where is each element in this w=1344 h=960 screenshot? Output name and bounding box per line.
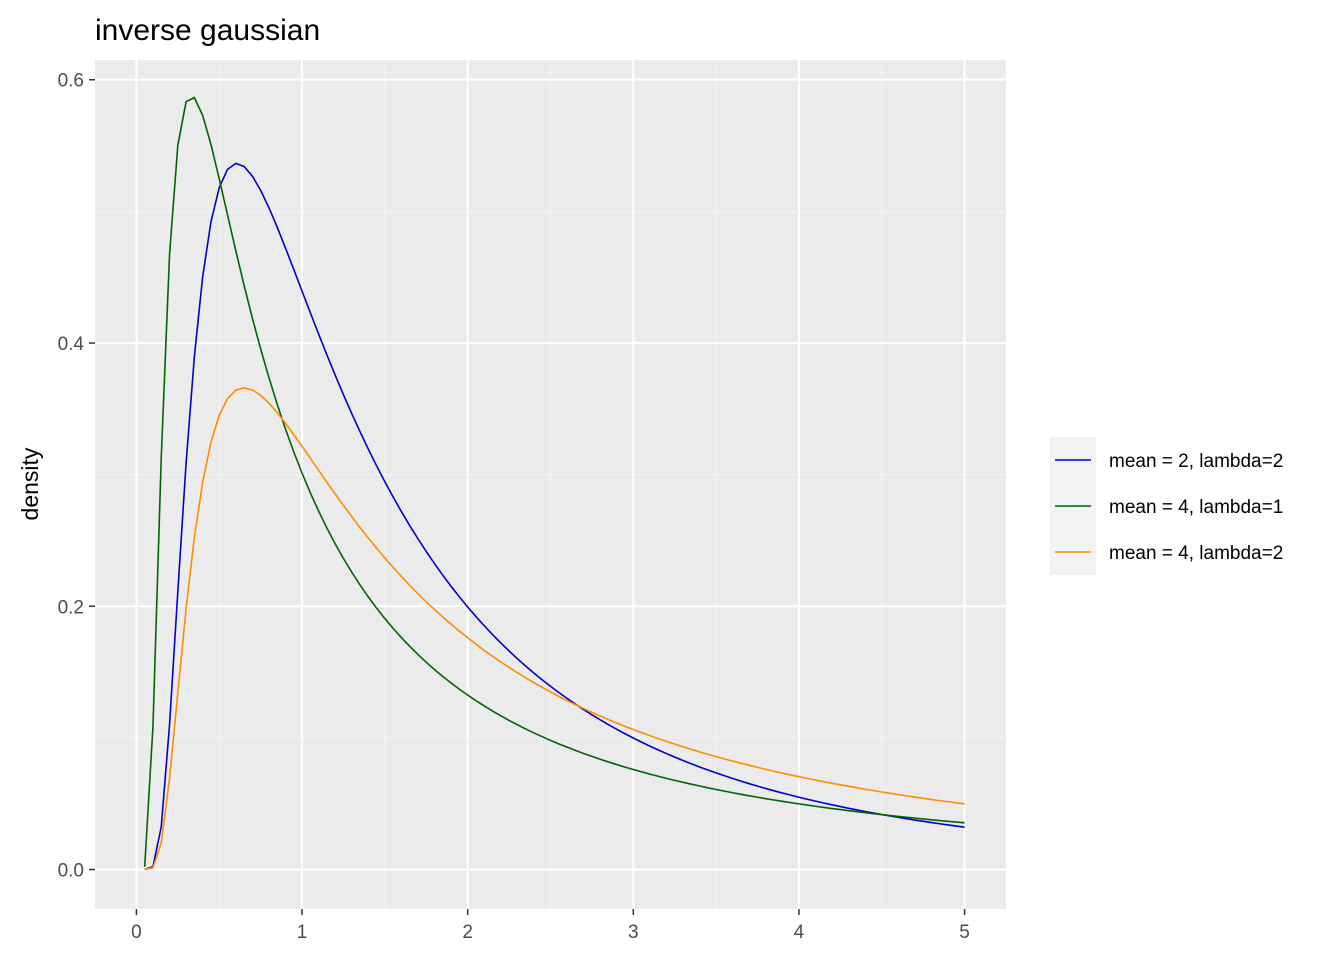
legend-label-1: mean = 2, lambda=2 xyxy=(1109,451,1283,472)
grid-minor xyxy=(95,60,1006,909)
legend-label-2: mean = 4, lambda=1 xyxy=(1109,497,1283,518)
y-axis-title: density xyxy=(17,447,43,520)
legend-label-3: mean = 4, lambda=2 xyxy=(1109,543,1283,564)
y-tick-label: 0.2 xyxy=(58,597,84,618)
x-tick-label: 2 xyxy=(462,922,473,943)
x-tick-label: 1 xyxy=(297,922,308,943)
x-tick-label: 3 xyxy=(628,922,639,943)
y-tick-label: 0.4 xyxy=(58,334,85,355)
chart-title: inverse gaussian xyxy=(95,14,320,47)
grid-major xyxy=(95,60,1006,909)
legend: mean = 2, lambda=2 mean = 4, lambda=1 mean… xyxy=(1050,437,1283,575)
series-line-2 xyxy=(143,96,965,867)
x-axis-ticks: 0 1 2 3 4 5 xyxy=(131,909,970,943)
x-tick-label: 0 xyxy=(131,922,142,943)
series-line-3 xyxy=(144,387,965,871)
x-tick-label: 4 xyxy=(794,922,805,943)
x-tick-label: 5 xyxy=(959,922,970,943)
y-tick-label: 0.0 xyxy=(58,861,84,882)
y-axis-ticks: 0.0 0.2 0.4 0.6 xyxy=(58,71,95,882)
series-line-1 xyxy=(144,162,965,871)
y-tick-label: 0.6 xyxy=(58,71,84,92)
series-lines xyxy=(143,96,965,871)
